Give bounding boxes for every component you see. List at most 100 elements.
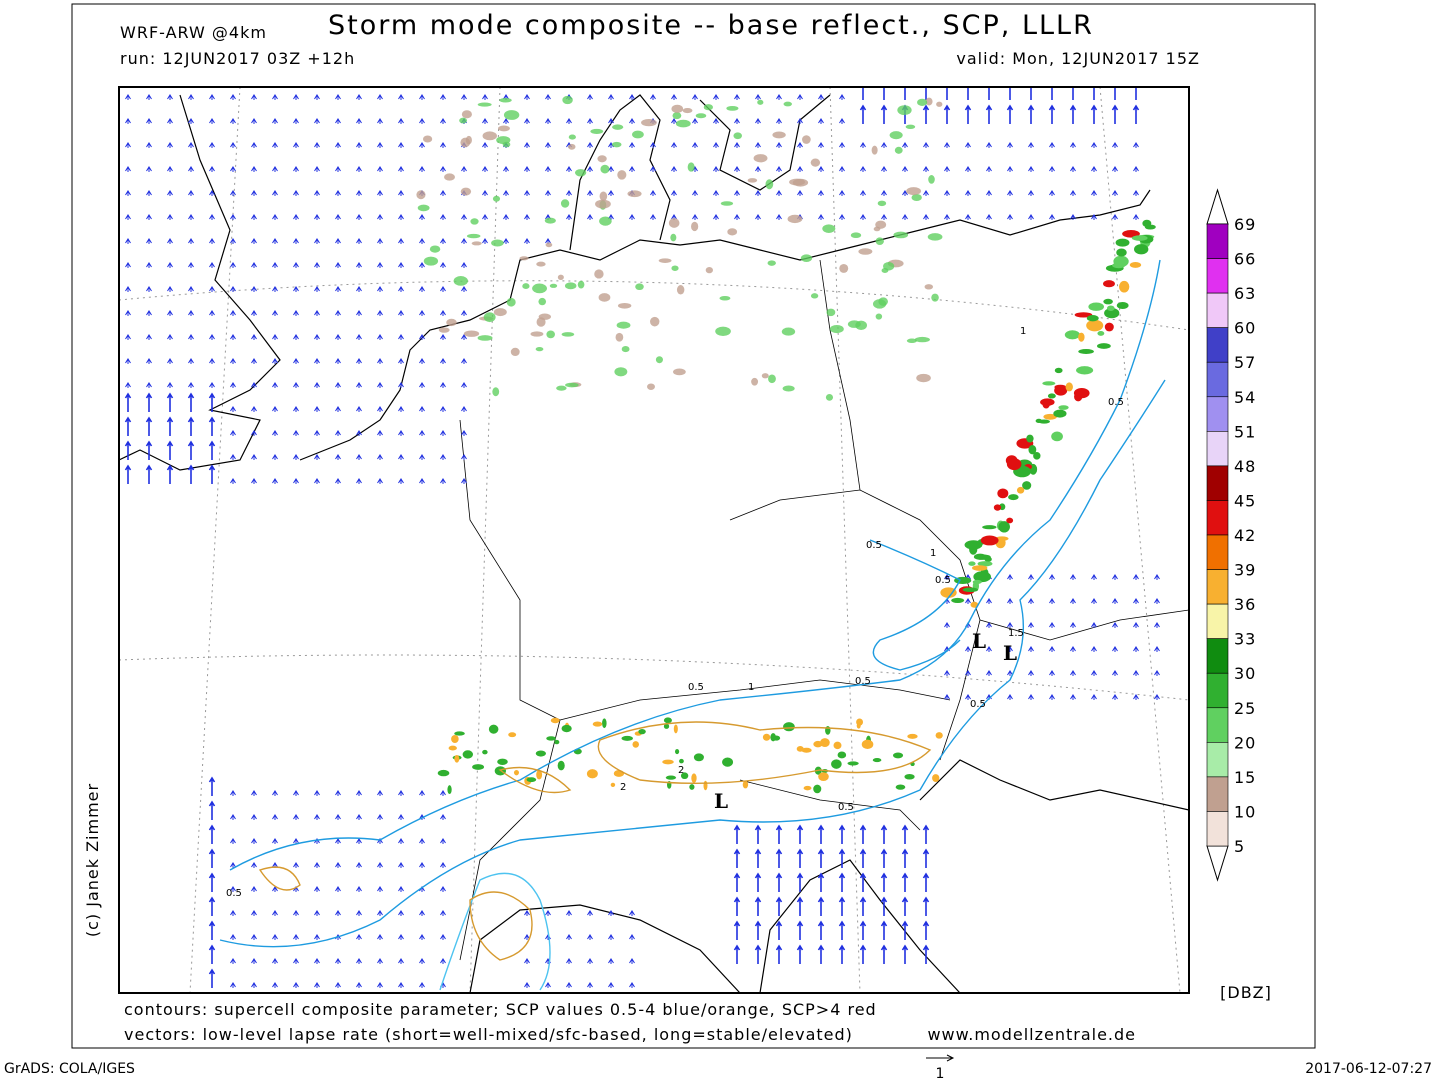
vector bbox=[356, 286, 362, 292]
colorbar-label: 15 bbox=[1234, 768, 1256, 787]
vector bbox=[1112, 598, 1118, 604]
vector bbox=[1049, 166, 1055, 172]
vector bbox=[208, 392, 216, 412]
vector bbox=[356, 190, 362, 196]
echo bbox=[463, 330, 480, 337]
vector bbox=[545, 118, 551, 124]
vector bbox=[251, 166, 257, 172]
vector bbox=[986, 166, 992, 172]
vector bbox=[251, 118, 257, 124]
vector bbox=[1028, 142, 1034, 148]
echo bbox=[460, 187, 472, 196]
echo bbox=[829, 324, 844, 334]
echo bbox=[1028, 445, 1037, 455]
vector bbox=[146, 382, 152, 388]
echo bbox=[970, 601, 979, 608]
colorbar-label: 33 bbox=[1234, 630, 1256, 649]
vector bbox=[251, 958, 257, 964]
vector bbox=[293, 142, 299, 148]
vector bbox=[839, 190, 845, 196]
vector bbox=[230, 142, 236, 148]
echo bbox=[693, 753, 704, 762]
vector bbox=[335, 310, 341, 316]
vector bbox=[293, 214, 299, 220]
vector bbox=[1154, 574, 1160, 580]
echo bbox=[940, 587, 957, 598]
low-label: L bbox=[1003, 641, 1017, 665]
vector bbox=[629, 934, 635, 940]
vector bbox=[167, 214, 173, 220]
echo bbox=[461, 110, 472, 119]
vector bbox=[293, 478, 299, 484]
vector bbox=[754, 896, 762, 916]
echo bbox=[935, 732, 943, 739]
echo bbox=[715, 326, 731, 336]
vector bbox=[314, 910, 320, 916]
vector bbox=[230, 478, 236, 484]
vector bbox=[188, 190, 194, 196]
vector bbox=[293, 838, 299, 844]
vector bbox=[251, 190, 257, 196]
echo bbox=[676, 285, 685, 295]
vector bbox=[838, 920, 846, 940]
echo bbox=[825, 393, 834, 401]
vector bbox=[293, 190, 299, 196]
vector bbox=[335, 166, 341, 172]
vector bbox=[188, 238, 194, 244]
vector bbox=[838, 872, 846, 892]
vector bbox=[356, 406, 362, 412]
vector bbox=[671, 142, 677, 148]
vector bbox=[377, 478, 383, 484]
vector bbox=[524, 958, 530, 964]
vector bbox=[314, 478, 320, 484]
echo bbox=[482, 749, 488, 755]
vector bbox=[629, 166, 635, 172]
vector bbox=[419, 406, 425, 412]
vector bbox=[922, 944, 930, 964]
vector bbox=[209, 94, 215, 100]
vector bbox=[461, 94, 467, 100]
vector bbox=[398, 838, 404, 844]
vector bbox=[944, 574, 950, 580]
vector bbox=[524, 190, 530, 196]
vector bbox=[293, 958, 299, 964]
vector bbox=[1048, 104, 1056, 124]
vector bbox=[796, 944, 804, 964]
footer-site: www.modellzentrale.de bbox=[927, 1025, 1136, 1044]
vector bbox=[188, 94, 194, 100]
vector bbox=[1133, 694, 1139, 700]
echo bbox=[506, 297, 516, 307]
vector bbox=[922, 872, 930, 892]
echo bbox=[1097, 330, 1105, 336]
echo bbox=[550, 717, 560, 724]
vector bbox=[314, 934, 320, 940]
vector bbox=[503, 238, 509, 244]
vector bbox=[125, 310, 131, 316]
vector bbox=[398, 238, 404, 244]
vector bbox=[125, 190, 131, 196]
echo bbox=[466, 233, 481, 239]
vector bbox=[251, 886, 257, 892]
echo bbox=[873, 226, 881, 232]
vector bbox=[1154, 646, 1160, 652]
echo bbox=[875, 237, 884, 246]
echo bbox=[482, 131, 497, 141]
vector bbox=[272, 382, 278, 388]
echo bbox=[883, 261, 895, 271]
vector bbox=[524, 166, 530, 172]
vector bbox=[377, 166, 383, 172]
vector bbox=[880, 104, 888, 124]
echo bbox=[850, 232, 862, 239]
vector bbox=[1093, 87, 1095, 100]
vector bbox=[838, 944, 846, 964]
colorbar-label: 60 bbox=[1234, 319, 1256, 338]
echo bbox=[894, 146, 903, 154]
vector bbox=[566, 214, 572, 220]
vector bbox=[734, 142, 740, 148]
vector bbox=[125, 334, 131, 340]
vector bbox=[356, 862, 362, 868]
echo bbox=[663, 723, 670, 729]
echo bbox=[847, 320, 861, 328]
vector bbox=[1009, 87, 1011, 100]
colorbar-box bbox=[1206, 776, 1229, 812]
